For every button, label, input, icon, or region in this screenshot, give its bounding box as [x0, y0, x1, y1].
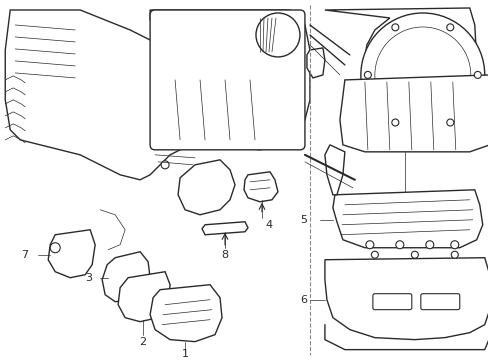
Text: 4: 4 — [264, 220, 271, 230]
Polygon shape — [48, 230, 95, 278]
Polygon shape — [339, 75, 488, 152]
FancyBboxPatch shape — [150, 10, 305, 150]
Circle shape — [161, 161, 169, 169]
Circle shape — [450, 251, 457, 258]
Polygon shape — [102, 252, 150, 302]
Text: 3: 3 — [85, 273, 92, 283]
Text: 7: 7 — [21, 250, 28, 260]
Circle shape — [395, 241, 403, 249]
Circle shape — [446, 24, 453, 31]
Text: 8: 8 — [221, 250, 228, 260]
Polygon shape — [178, 160, 235, 215]
Polygon shape — [324, 145, 344, 195]
Polygon shape — [306, 48, 324, 78]
Circle shape — [410, 251, 417, 258]
Polygon shape — [150, 10, 309, 150]
FancyBboxPatch shape — [420, 294, 459, 310]
Circle shape — [391, 119, 398, 126]
Polygon shape — [118, 272, 170, 322]
Circle shape — [374, 27, 470, 123]
Text: 1: 1 — [181, 348, 188, 359]
Circle shape — [255, 13, 299, 57]
Polygon shape — [202, 222, 247, 235]
Polygon shape — [244, 172, 277, 202]
Polygon shape — [324, 8, 476, 142]
Circle shape — [365, 241, 373, 249]
Text: 2: 2 — [139, 337, 146, 347]
Circle shape — [364, 71, 370, 78]
Circle shape — [473, 71, 480, 78]
Circle shape — [370, 251, 378, 258]
Circle shape — [446, 119, 453, 126]
Circle shape — [425, 241, 433, 249]
Polygon shape — [332, 190, 482, 248]
Polygon shape — [324, 258, 488, 339]
Text: 5: 5 — [299, 215, 306, 225]
Polygon shape — [5, 10, 249, 180]
FancyBboxPatch shape — [372, 294, 411, 310]
Polygon shape — [150, 285, 222, 342]
Circle shape — [391, 24, 398, 31]
Circle shape — [360, 13, 484, 137]
Circle shape — [50, 243, 60, 253]
Circle shape — [450, 241, 458, 249]
Text: 6: 6 — [299, 295, 306, 305]
